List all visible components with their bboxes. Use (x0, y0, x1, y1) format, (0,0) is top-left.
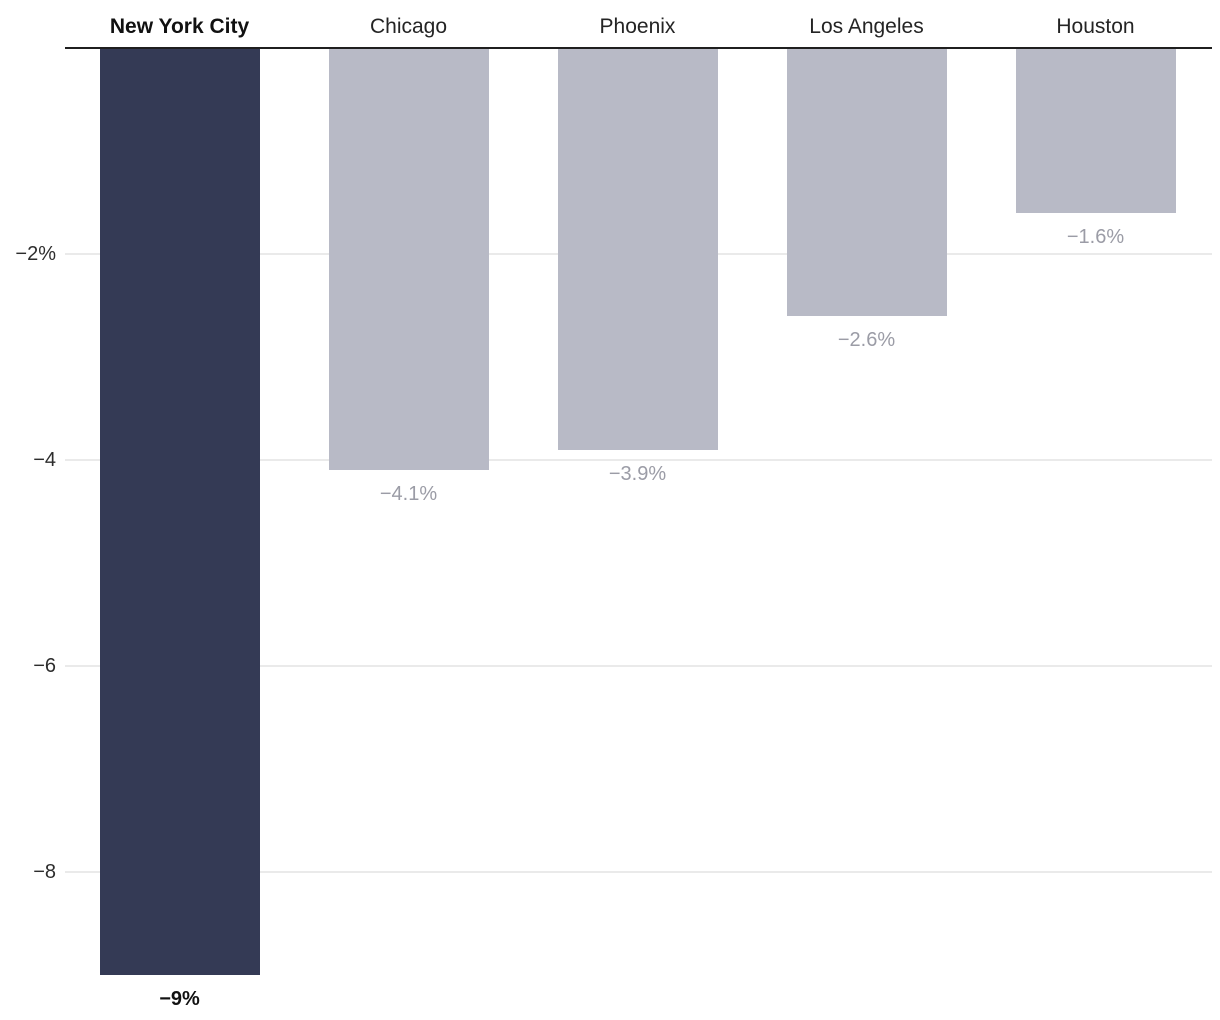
zero-axis-line (65, 47, 1212, 49)
bar-houston (1016, 49, 1176, 213)
bar-new-york-city (100, 49, 260, 975)
bar-los-angeles (787, 49, 947, 316)
column-header-houston: Houston (1056, 15, 1135, 38)
y-axis-tick-label: −4 (33, 449, 56, 471)
gridline (65, 459, 1212, 461)
y-axis-tick-label: −8 (33, 861, 56, 883)
bar-value-label: −2.6% (837, 329, 896, 351)
bar-chicago (329, 49, 489, 470)
gridline (65, 871, 1212, 873)
bar-value-label: −3.9% (608, 463, 667, 485)
y-axis-tick-label: −2% (15, 243, 56, 265)
bar-value-label: −4.1% (379, 483, 438, 505)
column-header-chicago: Chicago (369, 15, 448, 38)
bar-phoenix (558, 49, 718, 450)
column-header-phoenix: Phoenix (599, 15, 676, 38)
column-header-los-angeles: Los Angeles (809, 15, 924, 38)
bar-value-label: −9% (159, 988, 200, 1010)
column-header-new-york-city: New York City (109, 15, 250, 38)
bar-value-label: −1.6% (1066, 226, 1125, 248)
gridline (65, 665, 1212, 667)
y-axis-tick-label: −6 (33, 655, 56, 677)
